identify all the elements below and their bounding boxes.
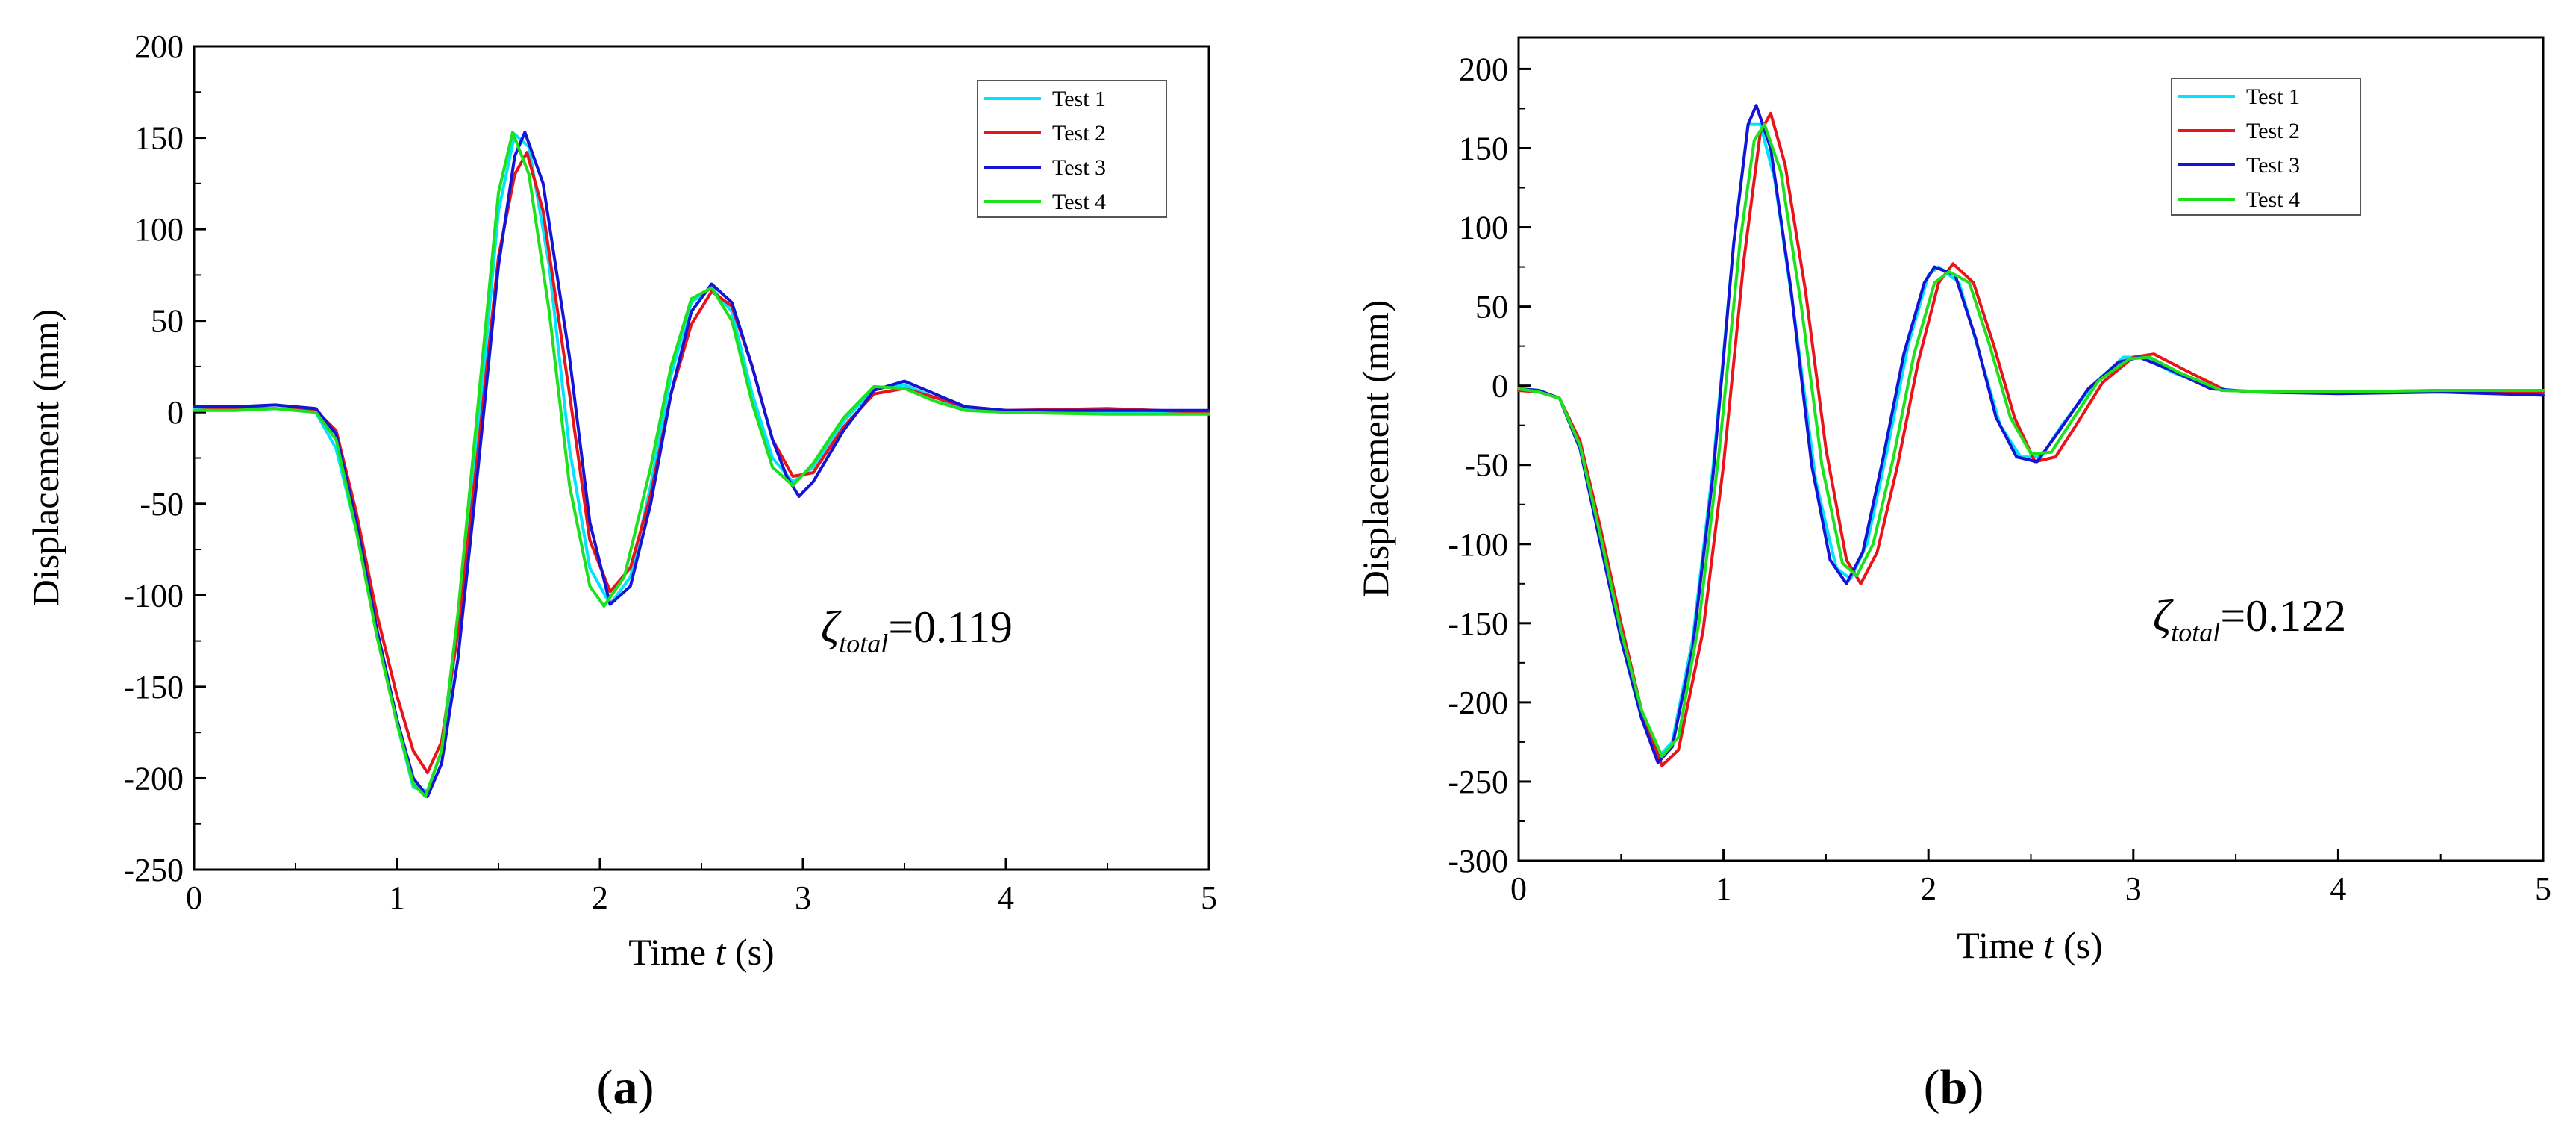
y-tick-label: 50 bbox=[151, 303, 184, 340]
series-line-test-1 bbox=[1517, 122, 2545, 760]
y-tick-label: 100 bbox=[134, 211, 184, 248]
chart-panel-b: 0 1 2 3 4 5 -300 -250 -200 -150 -100 -50 0 50 100 150 20… bbox=[1354, 36, 2551, 1115]
y-tick-label: 150 bbox=[1459, 130, 1508, 166]
x-tick-label: 0 bbox=[1510, 870, 1527, 907]
y-tick-label: 150 bbox=[134, 120, 184, 157]
legend-label-test-4: Test 4 bbox=[2246, 187, 2300, 212]
series-line-test-2 bbox=[1517, 111, 2545, 767]
series-group bbox=[193, 131, 1210, 798]
y-axis-label: Displacement (mm) bbox=[25, 309, 66, 607]
legend: Test 1 Test 2 Test 3 Test 4 bbox=[977, 80, 1167, 218]
y-tick-label: -100 bbox=[1448, 526, 1508, 563]
series-line-test-4 bbox=[1517, 122, 2545, 758]
legend-label-test-1: Test 1 bbox=[2246, 84, 2300, 109]
y-tick-label: 200 bbox=[1459, 51, 1508, 87]
y-tick-label: -250 bbox=[123, 852, 184, 888]
series-group bbox=[1517, 104, 2545, 767]
x-axis-label: Time t (s) bbox=[1957, 924, 2102, 966]
damping-annotation: ζtotal=0.119 bbox=[821, 602, 1013, 658]
x-tick-label: 5 bbox=[1201, 879, 1217, 916]
chart-panel-a: 0 1 2 3 4 5 -250 -200 -150 -100 -50 0 50 100 150 200 Te… bbox=[25, 28, 1217, 1115]
y-tick-label: 0 bbox=[1492, 368, 1508, 405]
x-tick-label: 5 bbox=[2535, 870, 2551, 907]
legend-label-test-1: Test 1 bbox=[1052, 87, 1106, 111]
x-tick-label: 3 bbox=[2125, 870, 2142, 907]
zeta-symbol: ζ bbox=[821, 602, 842, 652]
legend-box bbox=[2171, 78, 2361, 216]
tick-group: 0 1 2 3 4 5 -300 -250 -200 -150 -100 -50 0 50 100 150 20… bbox=[1448, 51, 2551, 907]
y-tick-label: -150 bbox=[1448, 605, 1508, 642]
y-tick-label: -250 bbox=[1448, 764, 1508, 800]
series-line-test-3 bbox=[193, 131, 1210, 798]
x-tick-label: 2 bbox=[1920, 870, 1936, 907]
y-tick-label: -200 bbox=[123, 760, 184, 797]
series-line-test-1 bbox=[193, 132, 1210, 793]
legend-label-test-4: Test 4 bbox=[1052, 190, 1106, 214]
legend-label-test-3: Test 3 bbox=[1052, 155, 1106, 180]
y-tick-label: 0 bbox=[167, 394, 184, 431]
legend-label-test-3: Test 3 bbox=[2246, 153, 2300, 178]
legend-label-test-2: Test 2 bbox=[1052, 121, 1106, 146]
series-line-test-2 bbox=[193, 151, 1210, 775]
y-tick-label: 50 bbox=[1475, 289, 1508, 325]
y-axis-label: Displacement (mm) bbox=[1354, 300, 1396, 598]
series-line-test-4 bbox=[193, 131, 1210, 798]
panel-label-a: (a) bbox=[597, 1060, 654, 1115]
y-tick-label: -50 bbox=[1464, 447, 1508, 484]
y-tick-label: 200 bbox=[134, 28, 184, 65]
zeta-value: =0.122 bbox=[2220, 591, 2346, 641]
x-tick-label: 4 bbox=[998, 879, 1014, 916]
tick-group: 0 1 2 3 4 5 -250 -200 -150 -100 -50 0 50 100 150 200 bbox=[123, 28, 1217, 916]
y-tick-label: -50 bbox=[140, 486, 184, 523]
y-tick-label: 100 bbox=[1459, 210, 1508, 246]
zeta-subscript: total bbox=[839, 629, 888, 658]
x-tick-label: 0 bbox=[186, 879, 202, 916]
x-tick-label: 1 bbox=[389, 879, 405, 916]
legend-box bbox=[977, 80, 1167, 218]
y-tick-label: -100 bbox=[123, 577, 184, 614]
damping-annotation: ζtotal=0.122 bbox=[2153, 591, 2346, 647]
series-line-test-3 bbox=[1517, 104, 2545, 764]
legend-label-test-2: Test 2 bbox=[2246, 119, 2300, 143]
zeta-subscript: total bbox=[2171, 617, 2220, 647]
x-tick-label: 2 bbox=[592, 879, 608, 916]
x-axis-label: Time t (s) bbox=[628, 931, 774, 973]
zeta-value: =0.119 bbox=[888, 602, 1013, 652]
x-tick-label: 1 bbox=[1716, 870, 1732, 907]
x-tick-label: 3 bbox=[795, 879, 811, 916]
y-tick-label: -200 bbox=[1448, 685, 1508, 721]
zeta-symbol: ζ bbox=[2153, 591, 2174, 641]
panel-label-b: (b) bbox=[1924, 1060, 1984, 1115]
legend: Test 1 Test 2 Test 3 Test 4 bbox=[2171, 78, 2361, 216]
y-tick-label: -300 bbox=[1448, 843, 1508, 879]
x-tick-label: 4 bbox=[2330, 870, 2346, 907]
y-tick-label: -150 bbox=[123, 669, 184, 705]
